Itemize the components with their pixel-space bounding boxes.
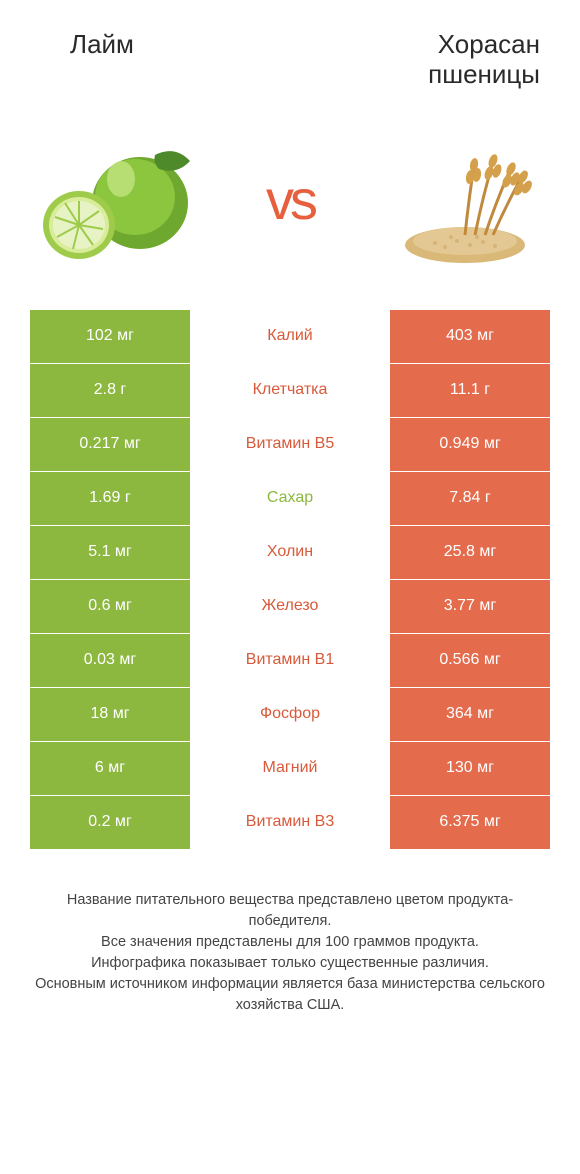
table-row: 0.6 мгЖелезо3.77 мг <box>30 580 550 634</box>
right-value-cell: 130 мг <box>390 742 550 795</box>
right-product-title: Хорасан пшеницы <box>305 30 540 90</box>
nutrient-label: Витамин B3 <box>190 796 390 849</box>
header: Лайм Хорасан пшеницы <box>0 0 580 110</box>
right-value-cell: 11.1 г <box>390 364 550 417</box>
footer-line3: Инфографика показывает только существенн… <box>30 953 550 974</box>
table-row: 0.03 мгВитамин B10.566 мг <box>30 634 550 688</box>
footer-line1: Название питательного вещества представл… <box>30 890 550 932</box>
nutrient-label: Магний <box>190 742 390 795</box>
footer-line2: Все значения представлены для 100 граммо… <box>30 932 550 953</box>
nutrient-label: Витамин B5 <box>190 418 390 471</box>
footer-notes: Название питательного вещества представл… <box>0 880 580 1016</box>
right-value-cell: 403 мг <box>390 310 550 363</box>
table-row: 1.69 гСахар7.84 г <box>30 472 550 526</box>
right-value-cell: 7.84 г <box>390 472 550 525</box>
left-product-title: Лайм <box>40 30 305 90</box>
table-row: 6 мгМагний130 мг <box>30 742 550 796</box>
nutrient-label: Клетчатка <box>190 364 390 417</box>
table-row: 2.8 гКлетчатка11.1 г <box>30 364 550 418</box>
table-row: 18 мгФосфор364 мг <box>30 688 550 742</box>
wheat-icon <box>370 120 550 280</box>
right-title-line1: Хорасан <box>438 29 540 59</box>
right-value-cell: 0.566 мг <box>390 634 550 687</box>
right-value-cell: 6.375 мг <box>390 796 550 849</box>
comparison-table: 102 мгКалий403 мг2.8 гКлетчатка11.1 г0.2… <box>30 310 550 850</box>
table-row: 0.217 мгВитамин B50.949 мг <box>30 418 550 472</box>
left-value-cell: 6 мг <box>30 742 190 795</box>
footer-line4: Основным источником информации является … <box>30 974 550 1016</box>
left-value-cell: 5.1 мг <box>30 526 190 579</box>
nutrient-label: Железо <box>190 580 390 633</box>
right-value-cell: 364 мг <box>390 688 550 741</box>
nutrient-label: Фосфор <box>190 688 390 741</box>
left-value-cell: 0.03 мг <box>30 634 190 687</box>
image-row: vs <box>0 110 580 310</box>
right-title-line2: пшеницы <box>428 59 540 89</box>
right-value-cell: 3.77 мг <box>390 580 550 633</box>
nutrient-label: Калий <box>190 310 390 363</box>
nutrient-label: Холин <box>190 526 390 579</box>
nutrient-label: Сахар <box>190 472 390 525</box>
table-row: 0.2 мгВитамин B36.375 мг <box>30 796 550 850</box>
left-value-cell: 0.217 мг <box>30 418 190 471</box>
left-value-cell: 0.6 мг <box>30 580 190 633</box>
left-value-cell: 2.8 г <box>30 364 190 417</box>
left-value-cell: 1.69 г <box>30 472 190 525</box>
right-value-cell: 0.949 мг <box>390 418 550 471</box>
table-row: 5.1 мгХолин25.8 мг <box>30 526 550 580</box>
table-row: 102 мгКалий403 мг <box>30 310 550 364</box>
vs-label: vs <box>230 167 350 232</box>
right-value-cell: 25.8 мг <box>390 526 550 579</box>
left-value-cell: 102 мг <box>30 310 190 363</box>
nutrient-label: Витамин B1 <box>190 634 390 687</box>
lime-icon <box>30 120 210 280</box>
left-value-cell: 18 мг <box>30 688 190 741</box>
left-value-cell: 0.2 мг <box>30 796 190 849</box>
